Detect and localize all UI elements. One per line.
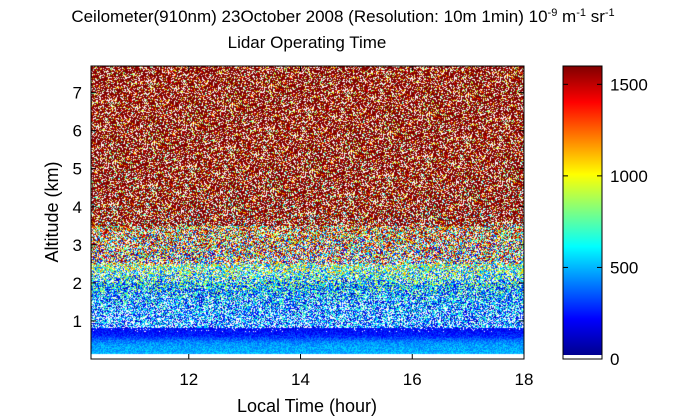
chart-title: Ceilometer(910nm) 23October 2008 (Resolu… — [71, 7, 614, 26]
heatmap-image — [91, 66, 524, 359]
chart-subtitle: Lidar Operating Time — [228, 33, 387, 52]
x-tick-label: 12 — [179, 370, 198, 389]
colorbar-ticks: 0 500 1000 1500 — [563, 75, 648, 369]
y-tick-label: 4 — [73, 198, 82, 217]
colorbar: 0 500 1000 1500 — [562, 65, 648, 369]
y-tick-label: 7 — [73, 84, 82, 103]
colorbar-tick-label: 0 — [610, 350, 619, 369]
colorbar-zero-band — [563, 355, 602, 359]
y-tick-label: 1 — [73, 312, 82, 331]
y-tick-label: 5 — [73, 160, 82, 179]
y-axis-label: Altitude (km) — [42, 161, 62, 262]
y-tick-label: 3 — [73, 236, 82, 255]
colorbar-tick-label: 1500 — [610, 75, 648, 94]
colorbar-gradient — [563, 66, 602, 355]
x-axis: 12 14 16 18 — [179, 66, 533, 389]
x-tick-label: 18 — [515, 370, 534, 389]
y-axis: 1 2 3 4 5 6 7 — [73, 84, 524, 331]
x-tick-label: 14 — [291, 370, 310, 389]
heatmap-plot-area — [90, 65, 525, 360]
x-tick-label: 16 — [403, 370, 422, 389]
x-axis-label: Local Time (hour) — [237, 396, 377, 416]
y-tick-label: 2 — [73, 274, 82, 293]
colorbar-tick-label: 500 — [610, 258, 638, 277]
plot-frame — [90, 65, 525, 360]
colorbar-frame — [562, 65, 603, 360]
colorbar-tick-label: 1000 — [610, 167, 648, 186]
y-tick-label: 6 — [73, 122, 82, 141]
